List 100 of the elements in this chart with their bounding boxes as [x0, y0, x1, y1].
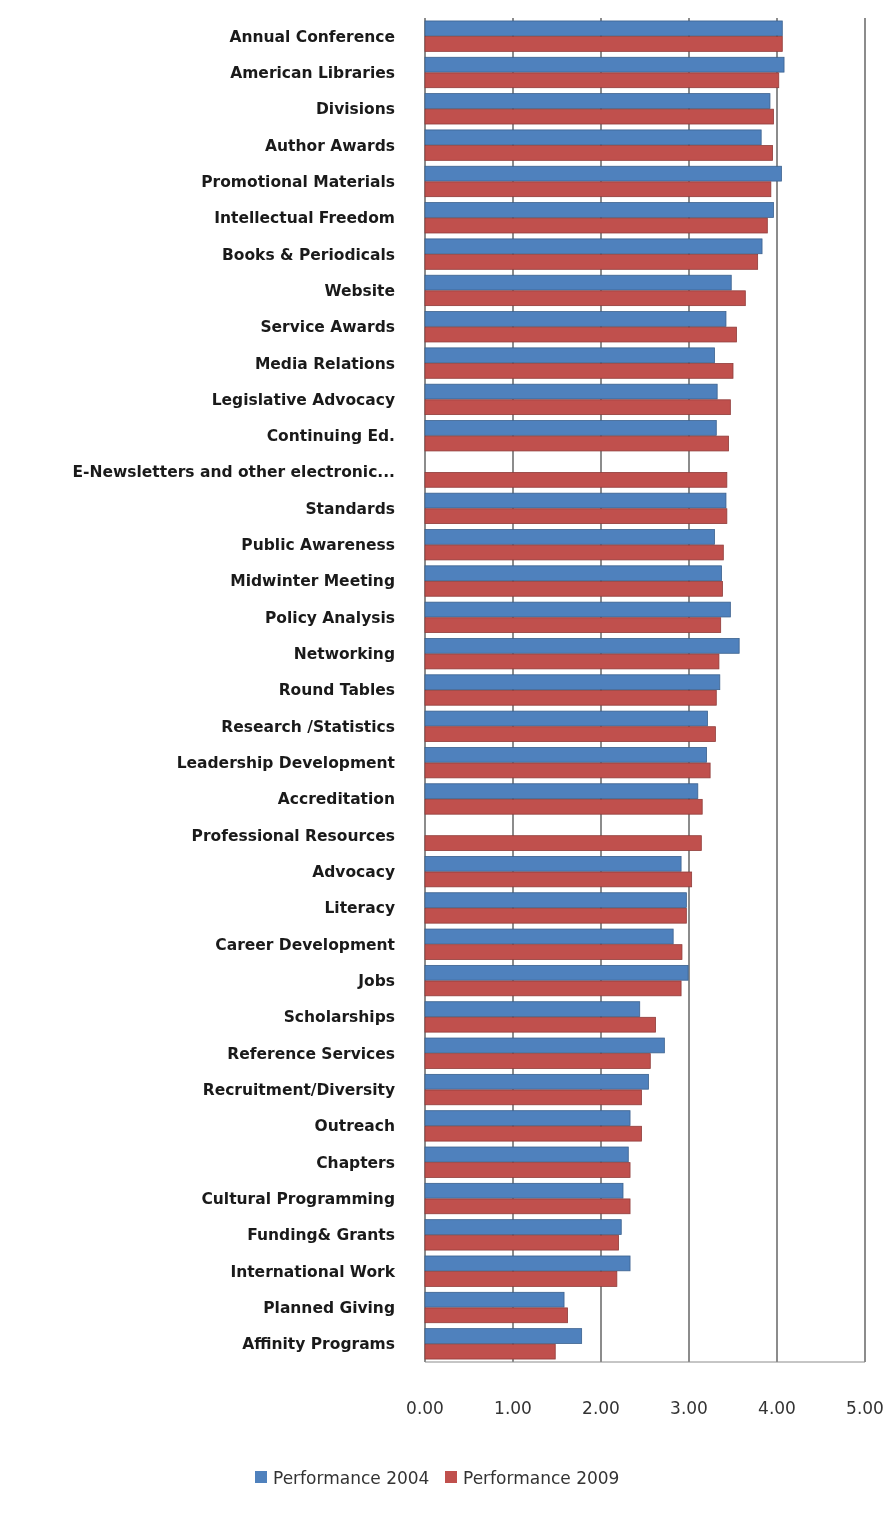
bar [424, 435, 729, 452]
bar [424, 347, 715, 364]
y-tick-label: Literacy [324, 899, 395, 918]
bar [424, 1016, 656, 1033]
bar [424, 964, 689, 981]
x-tick-label: 4.00 [758, 1398, 796, 1418]
y-tick-label: Research /Statistics [221, 717, 395, 736]
legend-label: Performance 2009 [463, 1467, 620, 1488]
bar [424, 1198, 631, 1215]
bar [424, 529, 715, 545]
y-tick-label: Media Relations [254, 354, 395, 373]
y-tick-label: Intellectual Freedom [214, 209, 395, 228]
y-tick-label: Policy Analysis [265, 608, 395, 627]
bar [424, 928, 674, 945]
y-tick-label: Chapters [316, 1153, 395, 1172]
bar [424, 492, 727, 509]
y-tick-label: Accreditation [277, 790, 395, 809]
legend-label: Performance 2004 [273, 1467, 430, 1488]
bar [424, 165, 782, 182]
bar [424, 20, 783, 37]
y-tick-label: Jobs [357, 972, 395, 991]
y-tick-label: Affinity Programs [242, 1335, 395, 1354]
bar [424, 871, 693, 888]
y-tick-label: International Work [230, 1262, 396, 1281]
bar [424, 1089, 642, 1106]
bar [424, 1110, 631, 1126]
bar [424, 1234, 619, 1251]
bar [424, 762, 711, 779]
bar [424, 383, 718, 400]
y-tick-label: Recruitment/Diversity [202, 1080, 395, 1099]
bar [424, 689, 717, 706]
bar [424, 1162, 631, 1178]
x-tick-label: 1.00 [494, 1398, 532, 1418]
bar [424, 907, 687, 924]
x-tick-label: 3.00 [670, 1398, 708, 1418]
x-tick-label: 0.00 [406, 1398, 444, 1418]
y-tick-label: Funding& Grants [247, 1226, 395, 1245]
bar [424, 72, 780, 89]
bar [424, 508, 728, 524]
bar [424, 36, 783, 52]
bar [424, 544, 724, 561]
bar [424, 653, 720, 670]
y-tick-label: Scholarships [283, 1008, 395, 1027]
bar [424, 581, 723, 597]
y-tick-label: Advocacy [312, 863, 395, 882]
bar [424, 1001, 641, 1017]
y-tick-label: Legislative Advocacy [211, 390, 395, 409]
bar [424, 856, 682, 872]
bar [424, 56, 785, 73]
y-tick-label: Leadership Development [176, 754, 396, 773]
bar [424, 290, 746, 307]
bar [424, 238, 763, 255]
bar [424, 181, 772, 198]
y-tick-label: E-Newsletters and other electronic... [72, 463, 395, 482]
bar [424, 1219, 622, 1235]
bar [424, 420, 717, 436]
bar [424, 1291, 565, 1308]
y-tick-label: American Libraries [230, 63, 395, 82]
bar [424, 892, 687, 908]
bar [424, 565, 722, 582]
bar [424, 1328, 583, 1344]
y-tick-label: Reference Services [227, 1044, 395, 1063]
bar [424, 202, 774, 218]
bar [424, 311, 727, 327]
bar [424, 980, 682, 997]
y-tick-label: Books & Periodicals [221, 245, 395, 264]
bar [424, 217, 768, 234]
y-tick-label: Cultural Programming [201, 1189, 395, 1208]
bar [424, 1271, 618, 1287]
x-tick-label: 5.00 [846, 1398, 884, 1418]
bar [424, 710, 708, 727]
bar [424, 1182, 624, 1199]
bar [424, 835, 702, 851]
bar [424, 638, 740, 654]
y-tick-label: Networking [293, 645, 395, 664]
y-tick-label: Outreach [314, 1117, 395, 1136]
bar [424, 674, 721, 691]
y-tick-label: Career Development [215, 935, 396, 954]
bar [424, 145, 773, 161]
bar [424, 93, 771, 109]
bar [424, 363, 734, 379]
bar [424, 1343, 556, 1360]
bar [424, 747, 707, 763]
bar [424, 1146, 629, 1163]
y-tick-label: Planned Giving [263, 1298, 395, 1317]
bar [424, 1255, 631, 1272]
y-tick-label: Continuing Ed. [266, 427, 395, 446]
bar [424, 108, 774, 125]
y-tick-label: Annual Conference [229, 27, 395, 46]
y-tick-label: Professional Resources [191, 826, 395, 845]
bar [424, 274, 732, 291]
y-tick-label: Author Awards [265, 136, 395, 155]
bar [424, 617, 722, 633]
bar [424, 1125, 642, 1142]
bar [424, 798, 703, 815]
bar [424, 254, 759, 270]
bar [424, 944, 683, 960]
y-tick-label: Promotional Materials [201, 172, 395, 191]
bar [424, 1037, 665, 1054]
bar [424, 601, 731, 618]
